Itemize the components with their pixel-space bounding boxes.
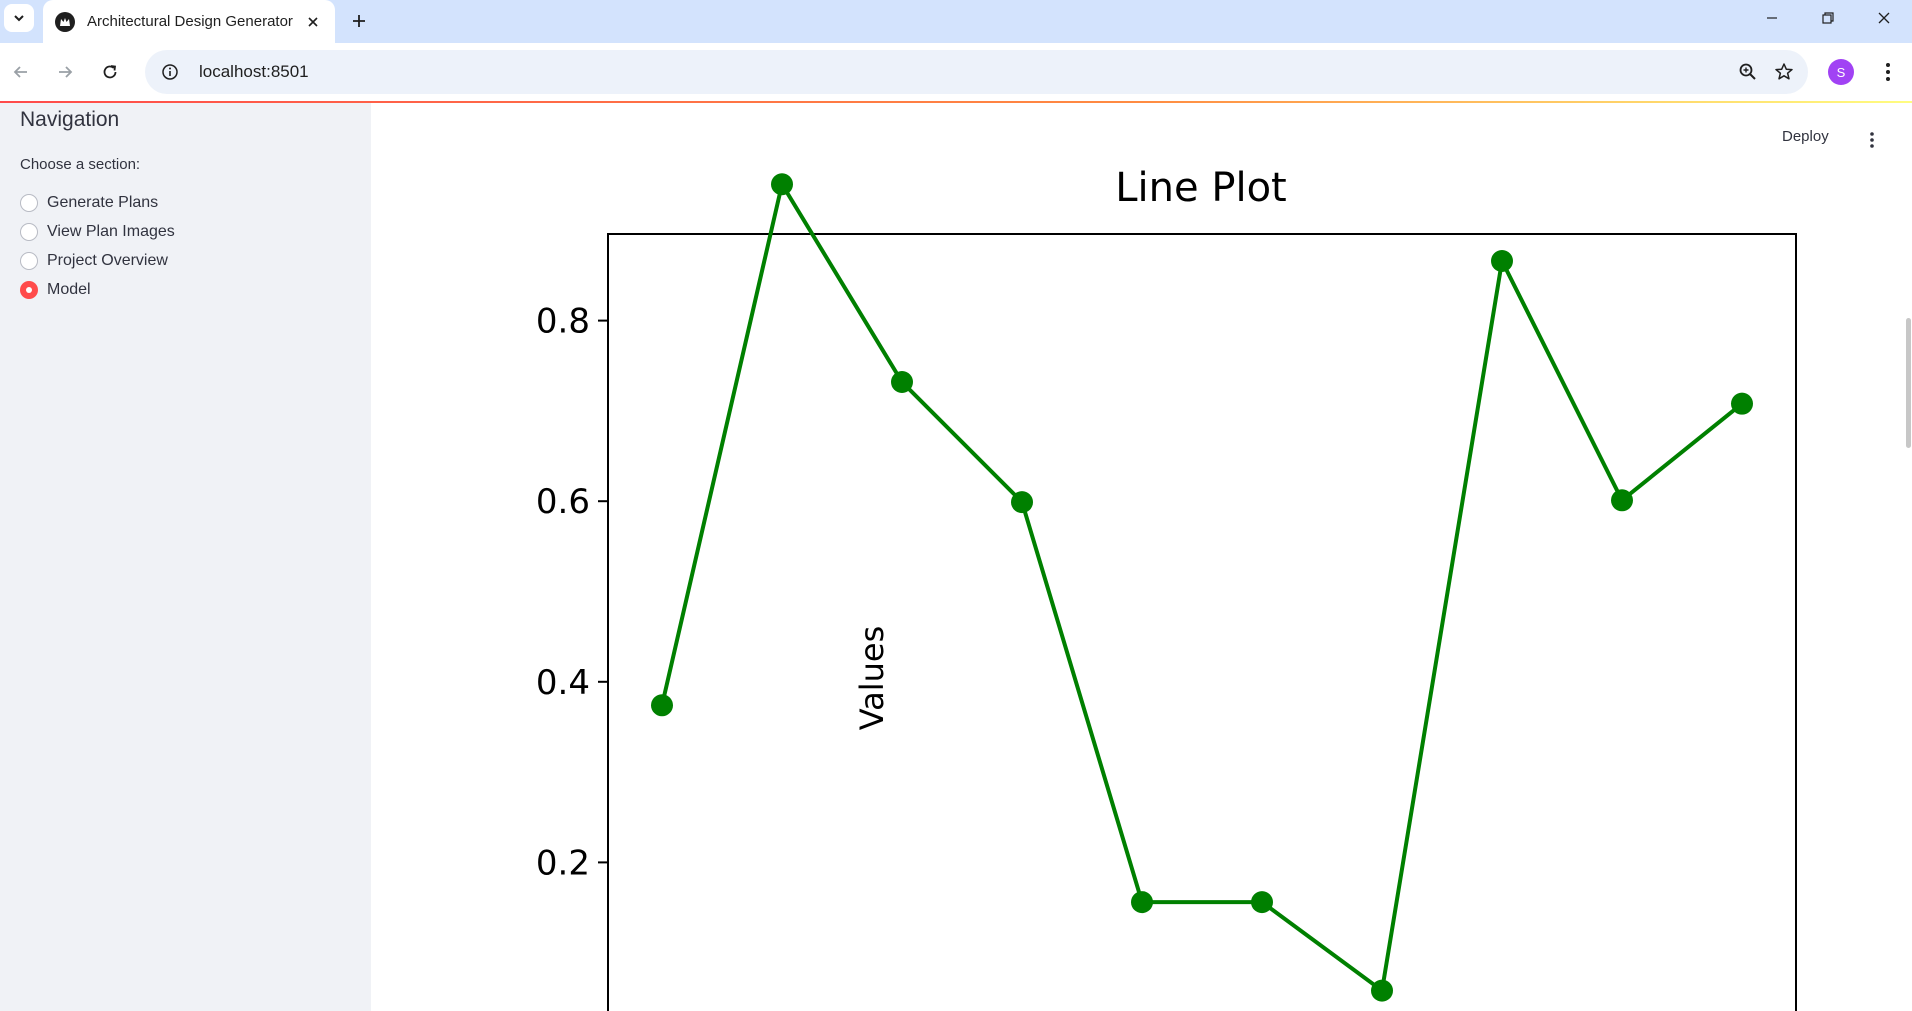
- data-point-1: [771, 173, 793, 196]
- browser-toolbar: localhost:8501 S: [0, 43, 1912, 101]
- sidebar-title: Navigation: [20, 108, 120, 131]
- forward-button[interactable]: [49, 56, 81, 88]
- y-tick-label: 0.4: [536, 663, 590, 703]
- radio-option-label: Generate Plans: [47, 193, 159, 211]
- chevron-down-icon: [14, 15, 24, 22]
- data-point-2: [891, 371, 913, 394]
- reload-icon: [103, 65, 117, 79]
- y-tick-label: 0.6: [536, 482, 590, 522]
- y-axis-ticks: 0.2 0.4 0.6 0.8: [536, 302, 608, 883]
- tab-title: Architectural Design Generator: [87, 13, 293, 30]
- tab-search-button[interactable]: [4, 4, 34, 32]
- main-content: [371, 103, 1912, 1011]
- plot-area-frame: [607, 233, 1797, 1011]
- radio-circle[interactable]: [20, 280, 38, 299]
- radio-option-label: View Plan Images: [47, 222, 175, 240]
- back-button[interactable]: [5, 56, 37, 88]
- data-point-7: [1491, 250, 1513, 273]
- sidebar: [0, 103, 371, 1011]
- address-bar[interactable]: localhost:8501: [145, 50, 1808, 94]
- data-point-3: [1011, 491, 1033, 514]
- browser-tab-active[interactable]: Architectural Design Generator: [43, 0, 335, 43]
- radio-option-view-plan-images[interactable]: View Plan Images: [20, 217, 175, 246]
- data-point-4: [1131, 891, 1153, 914]
- plus-icon: [353, 15, 365, 27]
- app-header-decoration: [0, 101, 1912, 103]
- reload-button[interactable]: [94, 56, 126, 88]
- deploy-button[interactable]: Deploy: [1782, 128, 1829, 145]
- streamlit-favicon-icon: [55, 11, 75, 32]
- data-point-9: [1731, 392, 1753, 415]
- data-point-8: [1611, 489, 1633, 512]
- kebab-menu-icon: [1886, 63, 1890, 81]
- minimize-icon: [1767, 16, 1777, 19]
- arrow-right-icon: [59, 66, 73, 78]
- new-tab-button[interactable]: [345, 7, 373, 35]
- series-line: [660, 178, 1744, 995]
- kebab-menu-icon: [1870, 132, 1874, 148]
- radio-group-label: Choose a section:: [20, 156, 141, 173]
- close-window-button[interactable]: [1856, 0, 1912, 35]
- restore-button[interactable]: [1800, 0, 1856, 35]
- app-menu-button[interactable]: [1860, 128, 1884, 152]
- browser-menu-button[interactable]: [1872, 56, 1904, 88]
- radio-option-generate-plans[interactable]: Generate Plans: [20, 188, 175, 217]
- close-icon: [1878, 12, 1890, 23]
- radio-option-project-overview[interactable]: Project Overview: [20, 246, 175, 275]
- y-tick-label: 0.2: [536, 843, 590, 883]
- restore-icon: [1822, 11, 1834, 24]
- line-plot-chart: Line Plot Values 0.2 0.4 0.6 0.8: [536, 165, 1797, 1011]
- zoom-icon[interactable]: [1730, 54, 1766, 90]
- data-point-5: [1251, 891, 1273, 914]
- browser-tab-strip: Architectural Design Generator: [0, 0, 1912, 43]
- data-point-6: [1371, 979, 1393, 1002]
- radio-circle[interactable]: [20, 251, 38, 270]
- minimize-button[interactable]: [1744, 0, 1800, 35]
- series-markers: [651, 173, 1753, 1002]
- y-axis-label: Values: [853, 626, 891, 731]
- radio-option-model[interactable]: Model: [20, 275, 175, 304]
- site-info-icon[interactable]: [155, 57, 185, 87]
- tab-close-icon[interactable]: [303, 12, 323, 32]
- radio-circle[interactable]: [20, 193, 38, 212]
- scrollbar-thumb[interactable]: [1906, 318, 1911, 448]
- y-tick-label: 0.8: [536, 302, 590, 342]
- radio-option-label: Project Overview: [47, 251, 168, 269]
- bookmark-star-icon[interactable]: [1766, 54, 1802, 90]
- data-point-0: [651, 694, 673, 717]
- radio-circle[interactable]: [20, 222, 38, 241]
- radio-option-label: Model: [47, 280, 91, 298]
- arrow-left-icon: [13, 66, 27, 78]
- chart-title: Line Plot: [1115, 165, 1286, 211]
- url-text[interactable]: localhost:8501: [199, 62, 309, 81]
- section-radio-group: Generate Plans View Plan Images Project Ov…: [20, 188, 175, 304]
- profile-avatar[interactable]: S: [1828, 59, 1854, 85]
